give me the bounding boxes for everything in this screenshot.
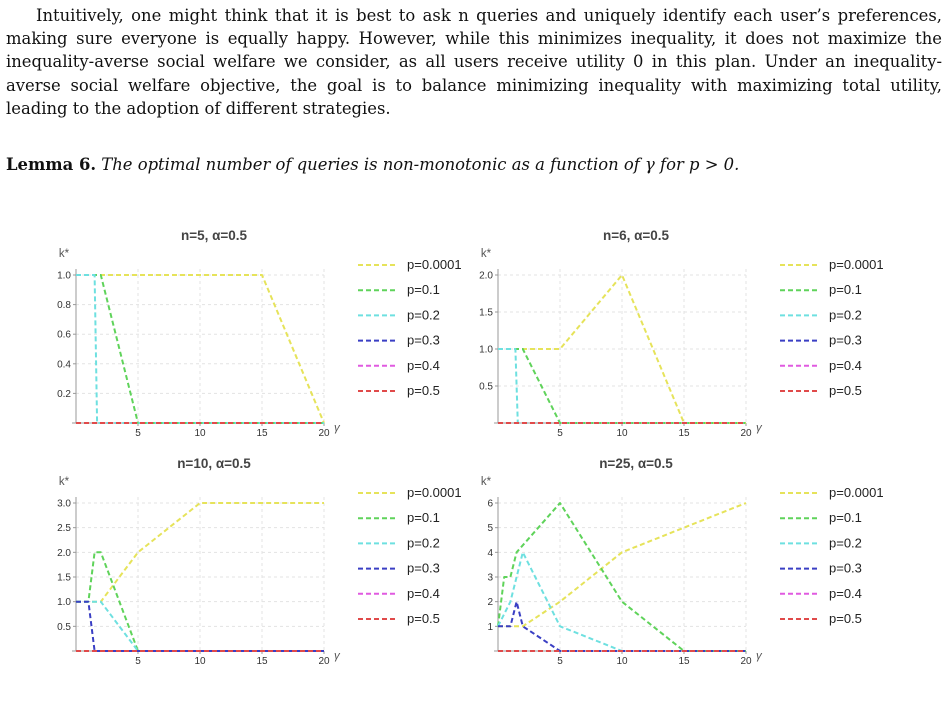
legend-label: p=0.3 <box>829 561 862 576</box>
legend-label: p=0.3 <box>407 561 440 576</box>
x-tick-label: 20 <box>740 656 752 667</box>
y-tick-label: 1.5 <box>57 573 71 584</box>
x-axis-label: γ <box>756 650 763 662</box>
x-tick-label: 20 <box>740 428 752 439</box>
x-axis-label: γ <box>756 422 763 434</box>
y-tick-label: 0.5 <box>57 622 71 633</box>
legend-label: p=0.1 <box>407 282 440 297</box>
legend-label: p=0.5 <box>829 611 862 626</box>
chart-n5-svg: n=5, α=0.5 k* 5 10 15 20 0.2 0.4 0.6 0.8 1.0 γ p=0.0… <box>57 228 462 439</box>
y-tick-label: 2 <box>487 597 493 608</box>
x-axis-label: γ <box>334 422 341 434</box>
legend-label: p=0.1 <box>407 510 440 525</box>
x-tick-label: 5 <box>557 428 563 439</box>
legend-label: p=0.4 <box>407 358 440 373</box>
y-axis-label: k* <box>481 248 492 260</box>
x-tick-label: 15 <box>678 656 690 667</box>
x-tick-label: 5 <box>135 656 141 667</box>
legend-label: p=0.0001 <box>407 485 462 500</box>
legend-label: p=0.1 <box>829 282 862 297</box>
legend-label: p=0.2 <box>829 307 862 322</box>
y-axis-label: k* <box>59 248 70 260</box>
x-axis-label: γ <box>334 650 341 662</box>
legend-label: p=0.2 <box>407 535 440 550</box>
chart-n25: n=25, α=0.5 k* 5 10 15 20 1 2 3 4 5 6 γ p=0.0001 p=0.1… <box>462 452 912 672</box>
x-tick-label: 15 <box>256 428 268 439</box>
x-tick-label: 10 <box>194 428 206 439</box>
y-tick-label: 1.0 <box>479 345 493 356</box>
y-tick-label: 1 <box>487 622 493 633</box>
chart-n10: n=10, α=0.5 k* 5 10 15 20 0.5 1.0 1.5 2.0 2.5 3.0 γ p… <box>40 452 490 672</box>
y-tick-label: 6 <box>487 499 493 510</box>
y-tick-label: 3.0 <box>57 499 71 510</box>
chart-n6: n=6, α=0.5 k* 5 10 15 20 0.5 1.0 1.5 2.0 γ p=0.0001… <box>462 224 912 444</box>
y-tick-label: 0.5 <box>479 382 493 393</box>
chart-title: n=25, α=0.5 <box>599 456 673 471</box>
series-line-p=0.0001 <box>498 502 747 628</box>
y-tick-label: 0.4 <box>57 359 71 370</box>
x-tick-label: 5 <box>135 428 141 439</box>
legend-label: p=0.3 <box>407 333 440 348</box>
y-tick-label: 1.0 <box>57 597 71 608</box>
legend-label: p=0.1 <box>829 510 862 525</box>
chart-n5: n=5, α=0.5 k* 5 10 15 20 0.2 0.4 0.6 0.8 1.0 γ p=0.0… <box>40 224 490 444</box>
chart-title: n=10, α=0.5 <box>177 456 251 471</box>
legend-label: p=0.0001 <box>829 257 884 272</box>
y-axis-label: k* <box>481 476 492 488</box>
y-tick-label: 2.0 <box>479 271 493 282</box>
chart-n25-svg: n=25, α=0.5 k* 5 10 15 20 1 2 3 4 5 6 γ p=0.0001 p=0.1… <box>481 456 884 667</box>
legend-label: p=0.4 <box>407 586 440 601</box>
x-tick-label: 15 <box>678 428 690 439</box>
y-tick-label: 5 <box>487 523 493 534</box>
legend-label: p=0.4 <box>829 358 862 373</box>
series-line-p=0.2 <box>76 274 324 424</box>
y-tick-label: 0.8 <box>57 300 71 311</box>
legend-label: p=0.5 <box>407 383 440 398</box>
x-tick-label: 15 <box>256 656 268 667</box>
legend-label: p=0.2 <box>829 535 862 550</box>
chart-n6-svg: n=6, α=0.5 k* 5 10 15 20 0.5 1.0 1.5 2.0 γ p=0.0001… <box>479 228 884 439</box>
x-tick-label: 20 <box>318 656 330 667</box>
y-tick-label: 0.2 <box>57 389 71 400</box>
series-line-p=0.1 <box>497 502 746 652</box>
x-tick-label: 5 <box>557 656 563 667</box>
legend-label: p=0.5 <box>407 611 440 626</box>
lemma-label: Lemma 6. <box>6 155 97 174</box>
lemma-statement: Lemma 6. The optimal number of queries i… <box>6 154 942 176</box>
legend-label: p=0.3 <box>829 333 862 348</box>
y-tick-label: 2.5 <box>57 523 71 534</box>
legend-label: p=0.4 <box>829 586 862 601</box>
legend-label: p=0.0001 <box>407 257 462 272</box>
intro-paragraph-text: Intuitively, one might think that it is … <box>6 6 942 118</box>
chart-n10-svg: n=10, α=0.5 k* 5 10 15 20 0.5 1.0 1.5 2.0 2.5 3.0 γ p… <box>57 456 462 667</box>
series-line-p=0.0001 <box>76 274 325 424</box>
x-tick-label: 20 <box>318 428 330 439</box>
chart-title: n=5, α=0.5 <box>181 228 248 243</box>
series-line-p=0.2 <box>498 348 746 424</box>
y-tick-label: 0.6 <box>57 330 71 341</box>
legend-label: p=0.5 <box>829 383 862 398</box>
lemma-body: The optimal number of queries is non-mon… <box>101 155 740 174</box>
intro-paragraph: Intuitively, one might think that it is … <box>6 4 942 120</box>
legend-label: p=0.0001 <box>829 485 884 500</box>
x-tick-label: 10 <box>616 656 628 667</box>
y-tick-label: 4 <box>487 548 493 559</box>
y-tick-label: 1.5 <box>479 308 493 319</box>
legend-label: p=0.2 <box>407 307 440 322</box>
y-tick-label: 1.0 <box>57 271 71 282</box>
x-tick-label: 10 <box>194 656 206 667</box>
y-axis-label: k* <box>59 476 70 488</box>
y-tick-label: 3 <box>487 573 493 584</box>
x-tick-label: 10 <box>616 428 628 439</box>
chart-title: n=6, α=0.5 <box>603 228 670 243</box>
y-tick-label: 2.0 <box>57 548 71 559</box>
series-line-p=0.3 <box>76 600 324 652</box>
